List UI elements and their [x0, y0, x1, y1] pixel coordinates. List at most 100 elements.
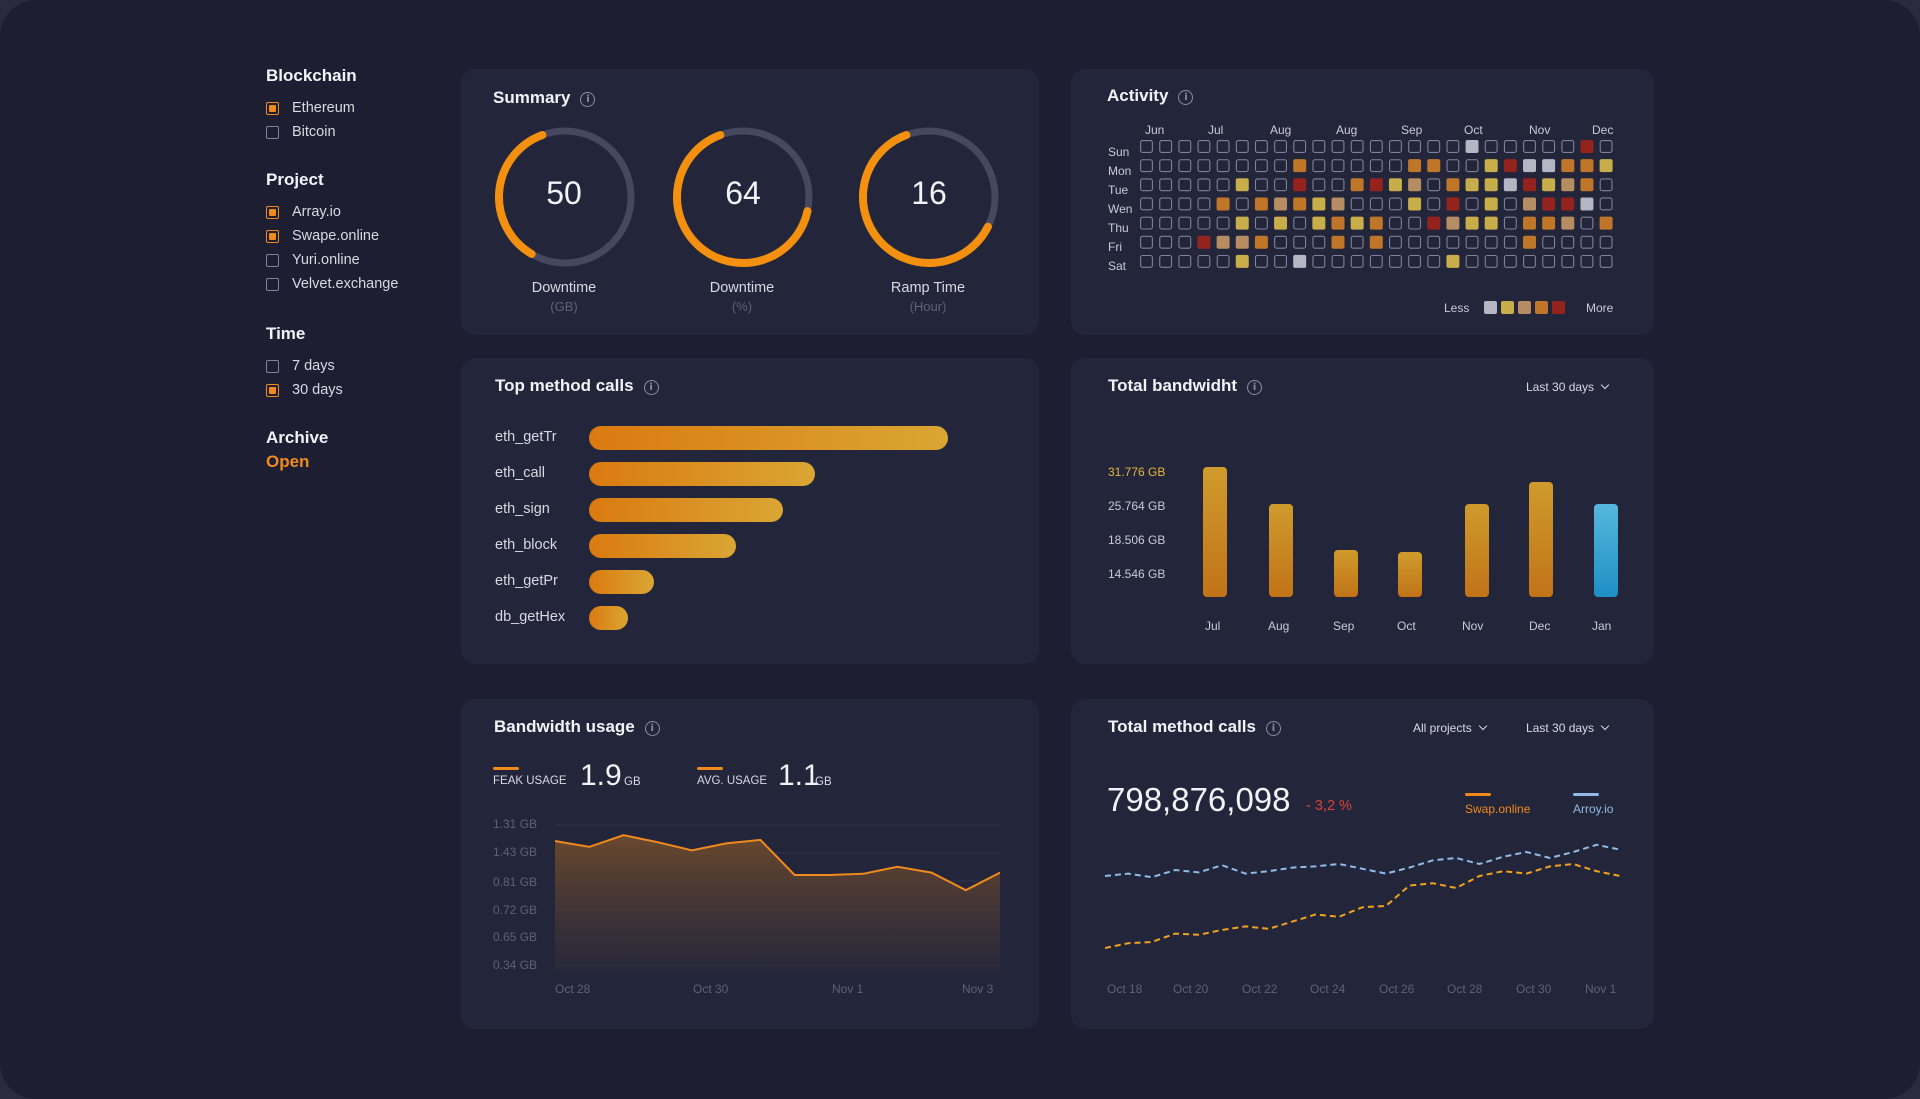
heatmap-cell[interactable]	[1178, 197, 1192, 211]
heatmap-cell[interactable]	[1427, 216, 1441, 230]
heatmap-cell[interactable]	[1408, 216, 1422, 230]
heatmap-cell[interactable]	[1580, 197, 1594, 211]
heatmap-cell[interactable]	[1178, 178, 1192, 192]
heatmap-cell[interactable]	[1254, 197, 1268, 211]
method-bar[interactable]	[589, 426, 948, 450]
heatmap-cell[interactable]	[1561, 254, 1575, 268]
heatmap-cell[interactable]	[1274, 178, 1287, 192]
heatmap-cell[interactable]	[1197, 216, 1211, 230]
heatmap-cell[interactable]	[1561, 159, 1575, 173]
heatmap-cell[interactable]	[1293, 235, 1307, 249]
heatmap-cell[interactable]	[1465, 159, 1479, 173]
bitcoin-checkbox[interactable]	[266, 125, 279, 139]
ethereum-checkbox[interactable]	[266, 101, 279, 115]
heatmap-cell[interactable]	[1293, 197, 1307, 211]
method-bar[interactable]	[589, 534, 737, 558]
heatmap-cell[interactable]	[1369, 216, 1383, 230]
heatmap-cell[interactable]	[1427, 178, 1441, 192]
heatmap-cell[interactable]	[1408, 254, 1422, 268]
heatmap-cell[interactable]	[1293, 178, 1307, 192]
heatmap-cell[interactable]	[1599, 159, 1613, 173]
heatmap-cell[interactable]	[1140, 254, 1153, 268]
heatmap-cell[interactable]	[1427, 159, 1441, 173]
array-io-checkbox[interactable]	[266, 205, 279, 219]
heatmap-cell[interactable]	[1216, 178, 1230, 192]
heatmap-cell[interactable]	[1580, 254, 1594, 268]
heatmap-cell[interactable]	[1274, 254, 1287, 268]
heatmap-cell[interactable]	[1254, 216, 1268, 230]
method-calls-period-dropdown[interactable]: Last 30 days	[1526, 721, 1610, 735]
info-icon[interactable]: i	[643, 380, 659, 395]
heatmap-cell[interactable]	[1312, 159, 1326, 173]
heatmap-cell[interactable]	[1561, 197, 1575, 211]
heatmap-cell[interactable]	[1159, 178, 1173, 192]
heatmap-cell[interactable]	[1312, 140, 1326, 153]
heatmap-cell[interactable]	[1561, 178, 1575, 192]
velvet-exchange-checkbox[interactable]	[266, 277, 279, 291]
heatmap-cell[interactable]	[1312, 235, 1326, 249]
heatmap-cell[interactable]	[1389, 197, 1402, 211]
heatmap-cell[interactable]	[1580, 159, 1594, 173]
bandwidth-bar[interactable]	[1269, 503, 1293, 597]
heatmap-cell[interactable]	[1484, 178, 1498, 192]
heatmap-cell[interactable]	[1216, 235, 1230, 249]
heatmap-cell[interactable]	[1350, 178, 1364, 192]
heatmap-cell[interactable]	[1140, 197, 1153, 211]
heatmap-cell[interactable]	[1197, 140, 1211, 153]
heatmap-cell[interactable]	[1293, 159, 1307, 173]
filter-bitcoin[interactable]: Bitcoin	[266, 124, 336, 140]
heatmap-cell[interactable]	[1178, 159, 1192, 173]
heatmap-cell[interactable]	[1408, 235, 1422, 249]
heatmap-cell[interactable]	[1159, 140, 1173, 153]
heatmap-cell[interactable]	[1331, 140, 1345, 153]
heatmap-cell[interactable]	[1331, 159, 1345, 173]
heatmap-cell[interactable]	[1484, 235, 1498, 249]
heatmap-cell[interactable]	[1369, 178, 1383, 192]
heatmap-cell[interactable]	[1235, 254, 1249, 268]
heatmap-cell[interactable]	[1408, 140, 1422, 153]
heatmap-cell[interactable]	[1159, 159, 1173, 173]
heatmap-cell[interactable]	[1389, 140, 1402, 153]
heatmap-cell[interactable]	[1197, 159, 1211, 173]
heatmap-cell[interactable]	[1140, 235, 1153, 249]
heatmap-cell[interactable]	[1446, 178, 1460, 192]
filter-velvet-exchange[interactable]: Velvet.exchange	[266, 276, 398, 292]
heatmap-cell[interactable]	[1523, 140, 1536, 153]
heatmap-cell[interactable]	[1159, 216, 1173, 230]
heatmap-cell[interactable]	[1503, 140, 1517, 153]
heatmap-cell[interactable]	[1197, 254, 1211, 268]
heatmap-cell[interactable]	[1140, 178, 1153, 192]
heatmap-cell[interactable]	[1178, 140, 1192, 153]
heatmap-cell[interactable]	[1599, 178, 1613, 192]
heatmap-cell[interactable]	[1446, 140, 1460, 153]
heatmap-cell[interactable]	[1350, 254, 1364, 268]
7-days-checkbox[interactable]	[266, 359, 279, 373]
heatmap-cell[interactable]	[1484, 216, 1498, 230]
heatmap-cell[interactable]	[1350, 197, 1364, 211]
heatmap-cell[interactable]	[1235, 216, 1249, 230]
filter-swape-online[interactable]: Swape.online	[266, 228, 379, 244]
heatmap-cell[interactable]	[1484, 254, 1498, 268]
heatmap-cell[interactable]	[1159, 254, 1173, 268]
heatmap-cell[interactable]	[1197, 235, 1211, 249]
heatmap-cell[interactable]	[1216, 216, 1230, 230]
heatmap-cell[interactable]	[1197, 197, 1211, 211]
heatmap-cell[interactable]	[1331, 178, 1345, 192]
heatmap-cell[interactable]	[1235, 197, 1249, 211]
heatmap-cell[interactable]	[1331, 216, 1345, 230]
heatmap-cell[interactable]	[1159, 235, 1173, 249]
heatmap-cell[interactable]	[1446, 197, 1460, 211]
heatmap-cell[interactable]	[1388, 178, 1402, 192]
heatmap-cell[interactable]	[1408, 159, 1422, 173]
heatmap-cell[interactable]	[1580, 140, 1594, 153]
method-bar[interactable]	[589, 498, 783, 522]
info-icon[interactable]: i	[1266, 721, 1281, 736]
filter-yuri-online[interactable]: Yuri.online	[266, 252, 360, 268]
heatmap-cell[interactable]	[1312, 178, 1326, 192]
heatmap-cell[interactable]	[1465, 235, 1479, 249]
heatmap-cell[interactable]	[1178, 254, 1192, 268]
heatmap-cell[interactable]	[1235, 159, 1249, 173]
heatmap-cell[interactable]	[1369, 254, 1383, 268]
heatmap-cell[interactable]	[1274, 140, 1287, 153]
heatmap-cell[interactable]	[1465, 254, 1479, 268]
